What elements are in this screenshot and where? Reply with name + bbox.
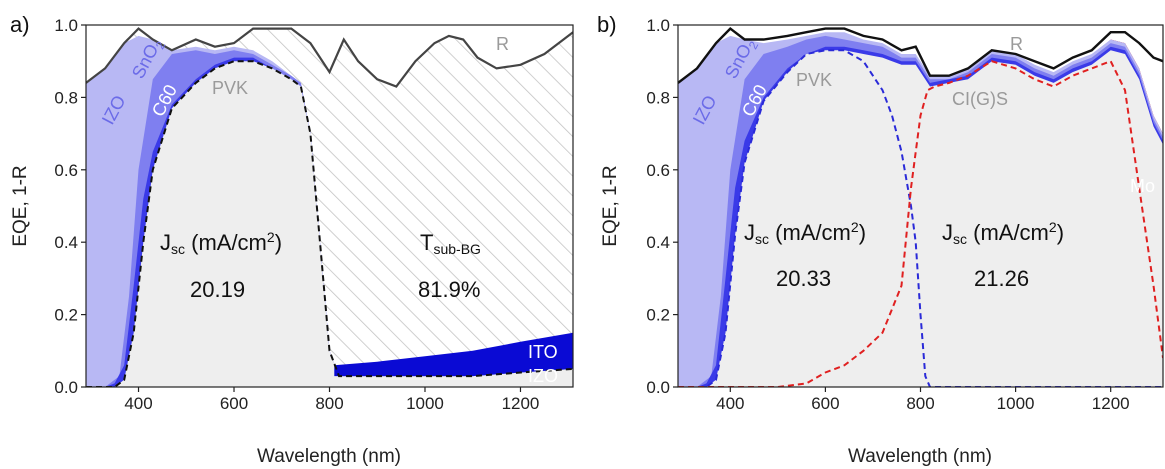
panel-a-ytick-label: 0.2 — [54, 306, 78, 325]
cigs-eqe-line — [678, 59, 1163, 387]
panel-b-xtick-label: 800 — [906, 394, 934, 413]
panel-a-ytick-label: 0.0 — [54, 378, 78, 397]
reflectance-line — [86, 27, 573, 88]
panel-a-ytick-label: 0.4 — [54, 233, 78, 252]
panel-a-ytick-label: 0.8 — [54, 88, 78, 107]
pvk-eqe-line — [86, 60, 573, 387]
panel-b-label: b) — [597, 12, 617, 37]
panel-b-ytick-label: 0.4 — [646, 233, 670, 252]
panel-a-ytick-label: 1.0 — [54, 16, 78, 35]
panel-b-xtick-label: 1200 — [1092, 394, 1130, 413]
panel-b-pvk-label: PVK — [796, 70, 832, 90]
panel-b-jsc-value-cigs: 21.26 — [974, 266, 1029, 291]
pvk-eqe-area — [678, 50, 1163, 387]
panel-b-ytick-label: 1.0 — [646, 16, 670, 35]
panel-a-izo-bottom-label: IZO — [528, 366, 558, 386]
panel-b-ylabel: EQE, 1-R — [600, 165, 621, 246]
panel-b-jsc-heading-cigs: Jsc (mA/cm2) — [942, 219, 1064, 247]
pvk-eqe-area — [86, 61, 573, 387]
panel-b-jsc-value-pvk: 20.33 — [776, 266, 831, 291]
panel-a-plot — [86, 27, 573, 387]
panel-a-r-label: R — [496, 34, 509, 54]
reflectance-line — [678, 27, 1163, 84]
panel-a-axes: 400 600 800 1000 1200 0.0 0.2 0.4 0.6 0.8 1.0 — [54, 16, 574, 413]
panel-a-xlabel: Wavelength (nm) — [257, 446, 401, 467]
panel-b-xtick-label: 400 — [716, 394, 744, 413]
panel-b-mo-label: Mo — [1130, 176, 1155, 196]
panel-b-ytick-label: 0.6 — [646, 161, 670, 180]
panel-a-xtick-label: 1000 — [406, 394, 444, 413]
panel-b-ytick-label: 0.8 — [646, 88, 670, 107]
panel-b-axes: 400 600 800 1000 1200 0.0 0.2 0.4 0.6 0.8 1.0 — [646, 16, 1164, 413]
panel-b-ytick-label: 0.0 — [646, 378, 670, 397]
panel-a-jsc-value: 20.19 — [190, 277, 245, 302]
panel-b-cigs-label: CI(G)S — [952, 89, 1008, 109]
panel-b-ytick-label: 0.2 — [646, 306, 670, 325]
panel-b-xlabel: Wavelength (nm) — [848, 446, 992, 467]
panel-a-ytick-label: 0.6 — [54, 161, 78, 180]
panel-b-plot — [678, 27, 1163, 387]
panel-b-xtick-label: 1000 — [997, 394, 1035, 413]
pvk-eqe-line — [678, 49, 1163, 387]
panel-b-r-label: R — [1010, 34, 1023, 54]
panel-a-jsc-heading: Jsc (mA/cm2) — [160, 229, 282, 257]
panel-a-label: a) — [10, 12, 30, 37]
panel-a-ito-label: ITO — [528, 342, 558, 362]
panel-a: a) 400 600 800 1000 1200 0.0 0.2 0.4 0.6 0.8 1.0 R… — [10, 12, 574, 467]
panel-a-xtick-label: 800 — [315, 394, 343, 413]
ito-absorption-band — [334, 332, 573, 377]
panel-a-ylabel: EQE, 1-R — [10, 165, 31, 246]
panel-a-xtick-label: 1200 — [502, 394, 540, 413]
panel-a-xtick-label: 400 — [124, 394, 152, 413]
panel-a-t-value: 81.9% — [418, 277, 480, 302]
panel-b-jsc-heading-pvk: Jsc (mA/cm2) — [744, 219, 866, 247]
panel-b: b) 400 600 800 1000 1200 0.0 0.2 0.4 0.6 0.8 1.0 R… — [597, 12, 1164, 467]
panel-b-xtick-label: 600 — [811, 394, 839, 413]
panel-a-pvk-label: PVK — [212, 78, 248, 98]
panel-a-t-heading: Tsub-BG — [420, 230, 481, 257]
panel-a-xtick-label: 600 — [220, 394, 248, 413]
